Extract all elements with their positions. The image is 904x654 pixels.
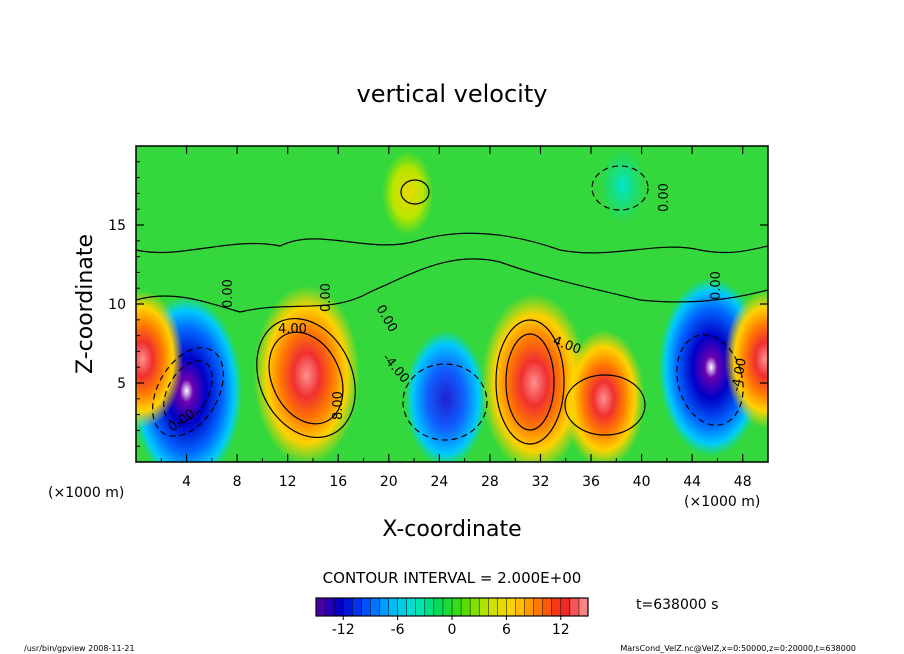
contour-interval: CONTOUR INTERVAL = 2.000E+00 — [323, 569, 582, 587]
colorbar-cell — [506, 598, 516, 616]
contour-line — [256, 317, 356, 439]
contour-line — [564, 374, 646, 436]
colorbar-cell — [479, 598, 489, 616]
colorbar-cell — [497, 598, 507, 616]
x-tick-label: 16 — [329, 474, 347, 490]
y-tick-label: 15 — [108, 218, 126, 234]
colorbar-cell — [533, 598, 543, 616]
contour-line — [402, 363, 488, 441]
x-tick-label: 24 — [430, 474, 448, 490]
x-axis-unit: (×1000 m) — [684, 494, 760, 510]
colorbar-cell — [560, 598, 571, 616]
y-tick-label: 5 — [117, 376, 126, 392]
colorbar-cell — [442, 598, 453, 616]
colorbar-cell — [524, 598, 534, 616]
colorbar-cell — [515, 598, 525, 616]
velocity-cell — [136, 290, 184, 429]
colorbar-cell — [343, 598, 353, 616]
colorbar-cell — [415, 598, 426, 616]
velocity-cell — [253, 285, 360, 462]
chart-title: vertical velocity — [357, 80, 548, 108]
colorbar-cell — [461, 598, 471, 616]
contour-line — [400, 179, 430, 205]
velocity-cell — [562, 330, 645, 462]
colorbar-cell — [542, 598, 553, 616]
x-tick-label: 8 — [233, 474, 242, 490]
x-tick-label: 32 — [532, 474, 550, 490]
y-tick-label: 10 — [108, 297, 126, 313]
velocity-cell — [599, 147, 646, 224]
footer-right: MarsCond_VelZ.nc@VelZ,x=0:50000,z=0:2000… — [620, 644, 856, 653]
contour-label: 0.00 — [319, 283, 334, 312]
colorbar-cell — [379, 598, 389, 616]
colorbar-tick-label: 0 — [448, 622, 457, 638]
x-tick-label: 40 — [633, 474, 651, 490]
colorbar-cell — [470, 598, 480, 616]
colorbar-cell — [361, 598, 371, 616]
colorbar-tick-label: 6 — [502, 622, 511, 638]
y-axis: 5 10 15 — [108, 161, 768, 447]
contour-label: 0.00 — [709, 271, 724, 300]
contour-line — [268, 331, 344, 425]
colorbar-cell — [488, 598, 498, 616]
colorbar-cell — [370, 598, 380, 616]
contour-line — [676, 334, 744, 426]
time-label: t=638000 s — [636, 597, 718, 613]
colorbar-cell — [316, 598, 326, 616]
y-axis-unit: (×1000 m) — [48, 485, 124, 501]
x-tick-label: 12 — [279, 474, 297, 490]
velocity-cell — [404, 330, 487, 462]
colorbar-tick-label: -6 — [391, 622, 405, 638]
contour-line — [495, 319, 565, 445]
contour-lines — [136, 165, 768, 445]
x-tick-label: 28 — [481, 474, 499, 490]
contour-label: 0.00 — [657, 183, 672, 212]
colorbar-tick-label: 12 — [552, 622, 570, 638]
colorbar-cell — [433, 598, 444, 616]
colorbar-cell — [406, 598, 417, 616]
contour-line — [152, 347, 224, 437]
contour-label: -4.00 — [729, 357, 750, 393]
contour-label: 4.00 — [278, 322, 307, 337]
colorbar-cell — [551, 598, 562, 616]
contour-label: 0.00 — [221, 279, 236, 308]
colorbar-ticks: -12 -6 0 6 12 — [332, 616, 570, 638]
x-tick-label: 48 — [734, 474, 752, 490]
colorbar-cell — [397, 598, 407, 616]
contour-line — [505, 333, 555, 431]
x-axis-label: X-coordinate — [382, 517, 521, 542]
velocity-cell — [381, 150, 434, 237]
x-axis: 4 8 12 16 20 24 28 32 36 40 44 48 — [160, 146, 752, 490]
contour-line — [163, 360, 213, 424]
y-axis-label: Z-coordinate — [73, 234, 98, 374]
colorbar — [315, 597, 589, 617]
colorbar-cell — [452, 598, 462, 616]
colorbar-cell — [334, 598, 344, 616]
contour-line — [591, 165, 649, 211]
velocity-cell — [724, 290, 768, 429]
colorbar-tick-label: -12 — [332, 622, 355, 638]
x-tick-label: 44 — [683, 474, 701, 490]
colorbar-cell — [569, 598, 580, 616]
plot-area — [136, 146, 768, 462]
contour-label: 8.00 — [331, 391, 346, 420]
x-tick-label: 20 — [380, 474, 398, 490]
contour-line — [136, 232, 768, 254]
colorbar-cell — [352, 598, 362, 616]
colorbar-cell — [424, 598, 435, 616]
colorbar-cell — [325, 598, 335, 616]
colorbar-cell — [578, 598, 589, 616]
footer-left: /usr/bin/gpview 2008-11-21 — [24, 644, 135, 653]
contour-line — [136, 258, 768, 313]
colorbar-cell — [388, 598, 398, 616]
x-tick-label: 4 — [182, 474, 191, 490]
x-tick-label: 36 — [582, 474, 600, 490]
